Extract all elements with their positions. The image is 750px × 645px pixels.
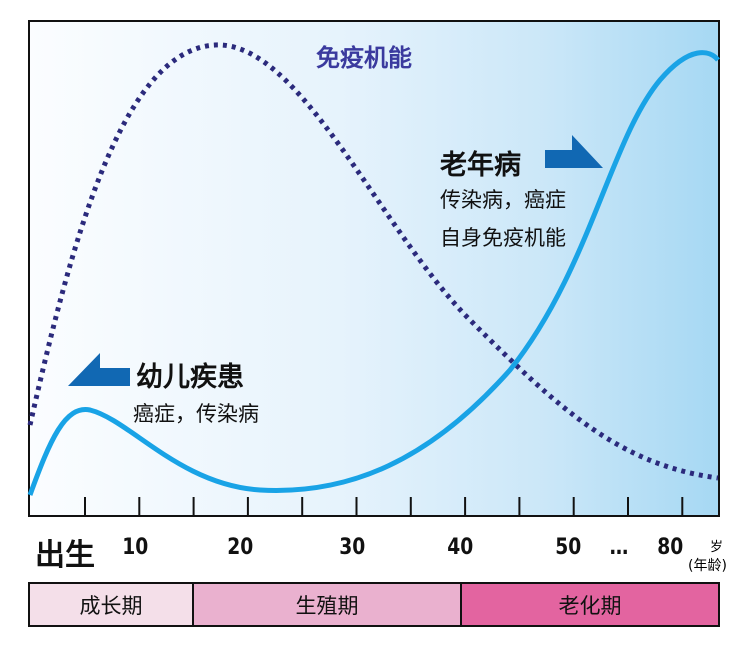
child-heading: 幼儿疾患 xyxy=(136,362,244,393)
elderly-line1: 传染病，癌症 xyxy=(440,188,566,212)
stage-label: 生殖期 xyxy=(295,593,359,618)
tick-label: 40 xyxy=(447,535,474,560)
stage-growth: 成长期 xyxy=(28,582,194,627)
axis-start-label: 出生 xyxy=(35,538,95,573)
stage-aging: 老化期 xyxy=(460,582,720,627)
immune-function-curve xyxy=(27,42,719,481)
chart-title: 免疫机能 xyxy=(316,44,412,72)
tick-label: 30 xyxy=(339,535,366,560)
chart-area xyxy=(28,20,720,517)
disease-incidence-curve xyxy=(27,50,720,496)
tick-label: 20 xyxy=(227,535,254,560)
tick-marks xyxy=(84,497,684,516)
elderly-disease-label: 老年病 传染病，癌症 自身免疫机能 xyxy=(440,143,566,252)
tick-label: 50 xyxy=(555,535,582,560)
axis-unit-note: (年龄) xyxy=(688,558,727,574)
tick-label: … xyxy=(609,535,629,560)
stage-reproductive: 生殖期 xyxy=(192,582,462,627)
arrow-left-icon xyxy=(68,353,130,386)
child-line1: 癌症，传染病 xyxy=(133,402,259,426)
tick-label: 80 xyxy=(657,535,684,560)
elderly-heading: 老年病 xyxy=(440,150,521,181)
axis-unit: 岁 xyxy=(710,540,724,555)
arrow-right-icon xyxy=(545,135,603,168)
stage-label: 成长期 xyxy=(79,593,143,618)
stage-label: 老化期 xyxy=(558,593,622,618)
elderly-line2: 自身免疫机能 xyxy=(440,226,566,250)
child-disease-label: 幼儿疾患 癌症，传染病 xyxy=(133,355,259,428)
tick-label: 10 xyxy=(122,535,149,560)
